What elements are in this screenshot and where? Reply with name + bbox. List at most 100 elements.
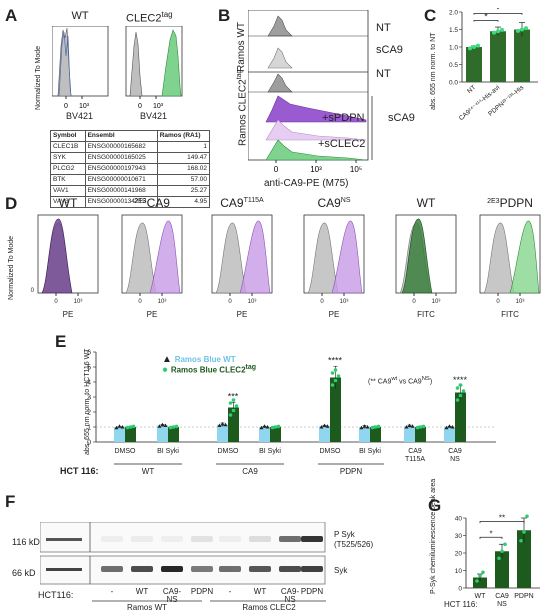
d-x-tick-label: 0 [54, 299, 58, 305]
e-data-point-wt [157, 424, 162, 428]
f-lane-label: WT [135, 587, 149, 596]
panel-label-g: G [428, 496, 442, 515]
e-treatment-label: BI Syki [157, 448, 179, 455]
g-y-tick-label: 30 [455, 533, 463, 540]
c-category-label: NT [466, 84, 477, 95]
e-bar-wt [319, 426, 330, 442]
b-tick-0: 0 [274, 165, 279, 174]
g-data-point [475, 579, 479, 583]
e-data-point-clec2 [333, 368, 338, 372]
e-data-point-clec2 [228, 401, 233, 405]
d-hist-panel: 0 10³ FITC [479, 214, 541, 319]
e-data-point-clec2 [171, 425, 176, 429]
d-hist-control [215, 222, 247, 294]
d-hist-sample [41, 218, 73, 294]
g-y-tick-label: 40 [455, 516, 463, 523]
e-bar-wt [217, 424, 228, 442]
c-data-point [516, 28, 520, 33]
g-bar [517, 530, 531, 588]
c-y-tick-label: 0.0 [449, 80, 458, 87]
e-sig-label: **** [328, 355, 343, 365]
gene-expression-table: Symbol Ensembl Ramos (RA1) CLEC1B ENSG000… [50, 130, 211, 208]
d-x-tick-label: 10³ [340, 299, 349, 305]
f-blots [40, 522, 326, 585]
e-treatment-sublabel: T115A [405, 456, 425, 463]
g-sig-label: * [489, 529, 492, 538]
g-category-label: WT [475, 593, 487, 600]
e-treatment-label: BI Syki [259, 448, 281, 455]
g-data-point [503, 542, 507, 547]
e-y-label: abs. 655 nm norm. to HCT116 WT [84, 348, 91, 455]
c-category-label: CA9²⁴⁻⁴¹⁴-His-avi [458, 84, 501, 122]
e-data-point-clec2 [458, 383, 463, 387]
f-lane-label: WT [253, 587, 267, 596]
d-x-tick-label: 10³ [74, 299, 83, 305]
c-data-point [500, 27, 504, 32]
c-sig-bracket [473, 20, 499, 22]
b-histograms: 0 10³ 10⁵ [248, 10, 373, 174]
g-data-point [525, 514, 529, 519]
e-bar-clec2 [330, 377, 341, 442]
a-tick-0-left: 0 [64, 103, 68, 110]
c-data-point [524, 26, 528, 31]
d-x-label: PE [329, 310, 340, 319]
g-data-point [478, 573, 482, 578]
d-hist-sample [401, 218, 433, 294]
table-row: PLCG2 ENSG00000197943 168.02 [50, 163, 211, 175]
g-y-tick-label: 10 [455, 568, 463, 575]
f-lane-label: CA9- NS [162, 587, 182, 604]
g-category-label: CA9 [495, 593, 509, 600]
e-data-point-wt [362, 424, 367, 428]
f-band-psyk [279, 536, 301, 542]
e-data-point-wt [447, 424, 452, 428]
e-bar-wt [259, 427, 270, 442]
e-bar-wt [157, 425, 168, 442]
e-sig-label: **** [453, 375, 468, 385]
g-data-point [481, 570, 485, 575]
c-bar [466, 47, 482, 82]
table-row: SYK ENSG00000165025 149.47 [50, 152, 211, 164]
e-data-point-wt [365, 425, 370, 429]
c-sig-bracket [473, 13, 523, 15]
c-sig-label: * [484, 11, 488, 21]
f-band-syk [219, 566, 241, 572]
b-label-spdpn: +sPDPN [322, 112, 365, 124]
e-treatment-label: DMSO [115, 448, 137, 455]
e-data-point-clec2 [373, 425, 378, 429]
f-group-ramos-wt: Ramos WT [127, 603, 167, 612]
b-label-nt-wt: NT [376, 22, 391, 34]
g-y-tick-label: 20 [455, 551, 463, 558]
a-y-label: Normalized To Mode [35, 45, 42, 110]
f-lane-label: CA9- NS [280, 587, 300, 604]
hist-title-clec2: CLEC2tag [126, 10, 173, 25]
e-data-point-clec2 [421, 424, 426, 429]
e-bar-clec2 [125, 427, 136, 442]
table-row: VAV3 ENSG00000134215 4.95 [50, 196, 211, 208]
c-y-tick-label: 1.5 [449, 27, 458, 34]
f-kd-66: 66 kD [12, 568, 36, 578]
d-hist-sample [239, 220, 271, 294]
panel-label-d: D [5, 194, 18, 213]
b-label-nt-clec2: NT [376, 68, 391, 80]
d-x-tick-label: 10³ [432, 299, 441, 305]
c-data-point [496, 29, 500, 34]
e-bar-wt [404, 426, 415, 442]
e-treatment-label: CA9 [448, 448, 462, 455]
f-label-phospho-site: (T525/526) [334, 540, 374, 549]
c-data-point [472, 45, 476, 49]
e-y-tick-label: 3 [87, 395, 91, 402]
e-data-point-clec2 [131, 424, 136, 429]
a-tick-0-right: 0 [138, 103, 142, 110]
d-x-label: FITC [501, 310, 519, 319]
g-y-tick-label: 0 [458, 586, 462, 593]
e-data-point-wt [114, 425, 119, 430]
e-bar-clec2 [370, 427, 381, 442]
e-treatment-sublabel: NS [450, 456, 460, 463]
g-category-label: NS [497, 601, 507, 608]
f-band-syk [249, 566, 271, 572]
d-hist-title: WT [417, 196, 436, 210]
f-group-lines [92, 600, 326, 602]
e-bar-clec2 [415, 427, 426, 442]
